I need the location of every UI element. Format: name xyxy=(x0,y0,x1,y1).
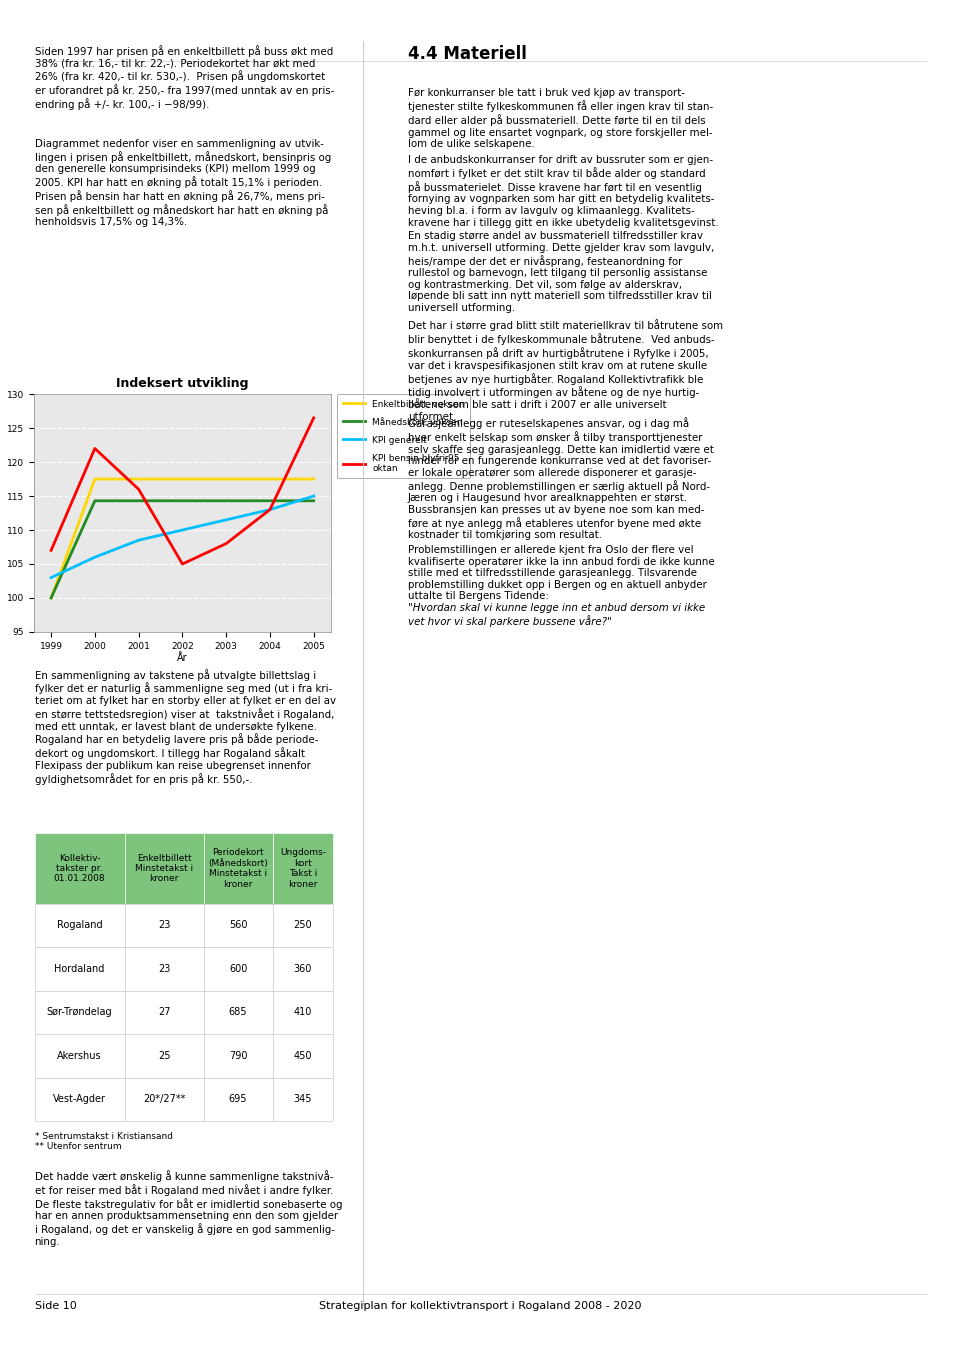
Text: 250: 250 xyxy=(294,920,312,931)
Text: 695: 695 xyxy=(228,1094,248,1105)
Månedskort, voksen xyxy=(221,493,232,510)
KPI generelt xyxy=(132,531,144,548)
Title: Indeksert utvikling: Indeksert utvikling xyxy=(116,378,249,390)
Line: Månedskort, voksen: Månedskort, voksen xyxy=(51,501,314,598)
Text: En sammenligning av takstene på utvalgte billettslag i
fylker det er naturlig å : En sammenligning av takstene på utvalgte… xyxy=(35,669,336,784)
Text: 23: 23 xyxy=(158,920,170,931)
Text: Akershus: Akershus xyxy=(58,1051,102,1061)
KPI bensin blyfri 95
oktan xyxy=(45,542,57,559)
Text: En stadig større andel av bussmateriell tilfredsstiller krav
m.h.t. universell u: En stadig større andel av bussmateriell … xyxy=(408,231,714,313)
Text: * Sentrumstakst i Kristiansand
** Utenfor sentrum: * Sentrumstakst i Kristiansand ** Utenfo… xyxy=(35,1132,173,1151)
Text: Enkeltbillett
Minstetakst i
kroner: Enkeltbillett Minstetakst i kroner xyxy=(135,853,193,883)
Text: Problemstillingen er allerede kjent fra Oslo der flere vel
kvalifiserte operatør: Problemstillingen er allerede kjent fra … xyxy=(408,545,715,602)
Text: Vest-Agder: Vest-Agder xyxy=(53,1094,107,1105)
KPI bensin blyfri 95
oktan xyxy=(221,535,232,552)
Text: Periodekort
(Månedskort)
Minstetakst i
kroner: Periodekort (Månedskort) Minstetakst i k… xyxy=(208,848,268,889)
KPI generelt xyxy=(221,511,232,527)
Text: I de anbudskonkurranser for drift av bussruter som er gjen-
nomført i fylket er : I de anbudskonkurranser for drift av bus… xyxy=(408,155,719,227)
Månedskort, voksen xyxy=(177,493,188,510)
Enkeltbillett, voksen xyxy=(177,472,188,488)
Text: Garasjeanlegg er ruteselskapenes ansvar, og i dag må
hver enkelt selskap som øns: Garasjeanlegg er ruteselskapenes ansvar,… xyxy=(408,417,714,541)
Text: Hordaland: Hordaland xyxy=(55,964,105,974)
Text: 450: 450 xyxy=(294,1051,312,1061)
Enkeltbillett, voksen xyxy=(308,472,320,488)
Text: 685: 685 xyxy=(228,1007,248,1018)
Text: Diagrammet nedenfor viser en sammenligning av utvik-
lingen i prisen på enkeltbi: Diagrammet nedenfor viser en sammenligni… xyxy=(35,139,331,227)
Text: Siden 1997 har prisen på en enkeltbillett på buss økt med
38% (fra kr. 16,- til : Siden 1997 har prisen på en enkeltbillet… xyxy=(35,45,334,110)
Text: Rogaland: Rogaland xyxy=(57,920,103,931)
Text: 25: 25 xyxy=(157,1051,171,1061)
Månedskort, voksen xyxy=(132,493,144,510)
KPI generelt xyxy=(308,488,320,504)
KPI generelt xyxy=(89,549,101,565)
Text: "Hvordan skal vi kunne legge inn et anbud dersom vi ikke
vet hvor vi skal parker: "Hvordan skal vi kunne legge inn et anbu… xyxy=(408,603,706,628)
Text: Strategiplan for kollektivtransport i Rogaland 2008 - 2020: Strategiplan for kollektivtransport i Ro… xyxy=(319,1301,641,1310)
Månedskort, voksen xyxy=(264,493,276,510)
Text: Sør-Trøndelag: Sør-Trøndelag xyxy=(47,1007,112,1018)
Text: 345: 345 xyxy=(294,1094,312,1105)
Enkeltbillett, voksen xyxy=(221,472,232,488)
Månedskort, voksen xyxy=(45,590,57,606)
Text: 27: 27 xyxy=(157,1007,171,1018)
Enkeltbillett, voksen xyxy=(132,472,144,488)
Line: KPI generelt: KPI generelt xyxy=(51,496,314,578)
Enkeltbillett, voksen xyxy=(264,472,276,488)
X-axis label: År: År xyxy=(177,654,188,663)
Text: 600: 600 xyxy=(228,964,248,974)
Text: Kollektiv-
takster pr.
01.01.2008: Kollektiv- takster pr. 01.01.2008 xyxy=(54,853,106,883)
Text: Det har i større grad blitt stilt materiellkrav til båtrutene som
blir benyttet : Det har i større grad blitt stilt materi… xyxy=(408,319,723,421)
KPI generelt xyxy=(45,569,57,586)
Månedskort, voksen xyxy=(89,493,101,510)
KPI bensin blyfri 95
oktan xyxy=(264,501,276,518)
Text: 23: 23 xyxy=(158,964,170,974)
Text: Før konkurranser ble tatt i bruk ved kjøp av transport-
tjenester stilte fylkesk: Før konkurranser ble tatt i bruk ved kjø… xyxy=(408,88,713,149)
KPI bensin blyfri 95
oktan xyxy=(89,440,101,457)
KPI bensin blyfri 95
oktan xyxy=(132,481,144,497)
KPI generelt xyxy=(177,522,188,538)
Text: 20*/27**: 20*/27** xyxy=(143,1094,185,1105)
Text: Side 10: Side 10 xyxy=(35,1301,76,1310)
Text: Det hadde vært ønskelig å kunne sammenligne takstnivå-
et for reiser med båt i R: Det hadde vært ønskelig å kunne sammenli… xyxy=(35,1170,342,1246)
Text: Ungdoms-
kort
Takst i
kroner: Ungdoms- kort Takst i kroner xyxy=(280,848,325,889)
Line: KPI bensin blyfri 95
oktan: KPI bensin blyfri 95 oktan xyxy=(51,419,314,564)
Månedskort, voksen xyxy=(308,493,320,510)
Text: 790: 790 xyxy=(228,1051,248,1061)
KPI generelt xyxy=(264,501,276,518)
Text: 4.4 Materiell: 4.4 Materiell xyxy=(408,45,527,63)
KPI bensin blyfri 95
oktan xyxy=(177,556,188,572)
Line: Enkeltbillett, voksen: Enkeltbillett, voksen xyxy=(51,480,314,598)
Legend: Enkeltbillett, voksen, Månedskort, voksen, KPI generelt, KPI bensin blyfri 95
ok: Enkeltbillett, voksen, Månedskort, vokse… xyxy=(337,394,470,478)
Text: 410: 410 xyxy=(294,1007,312,1018)
Text: 560: 560 xyxy=(228,920,248,931)
Text: 360: 360 xyxy=(294,964,312,974)
Enkeltbillett, voksen xyxy=(89,472,101,488)
KPI bensin blyfri 95
oktan xyxy=(308,410,320,427)
Enkeltbillett, voksen xyxy=(45,590,57,606)
